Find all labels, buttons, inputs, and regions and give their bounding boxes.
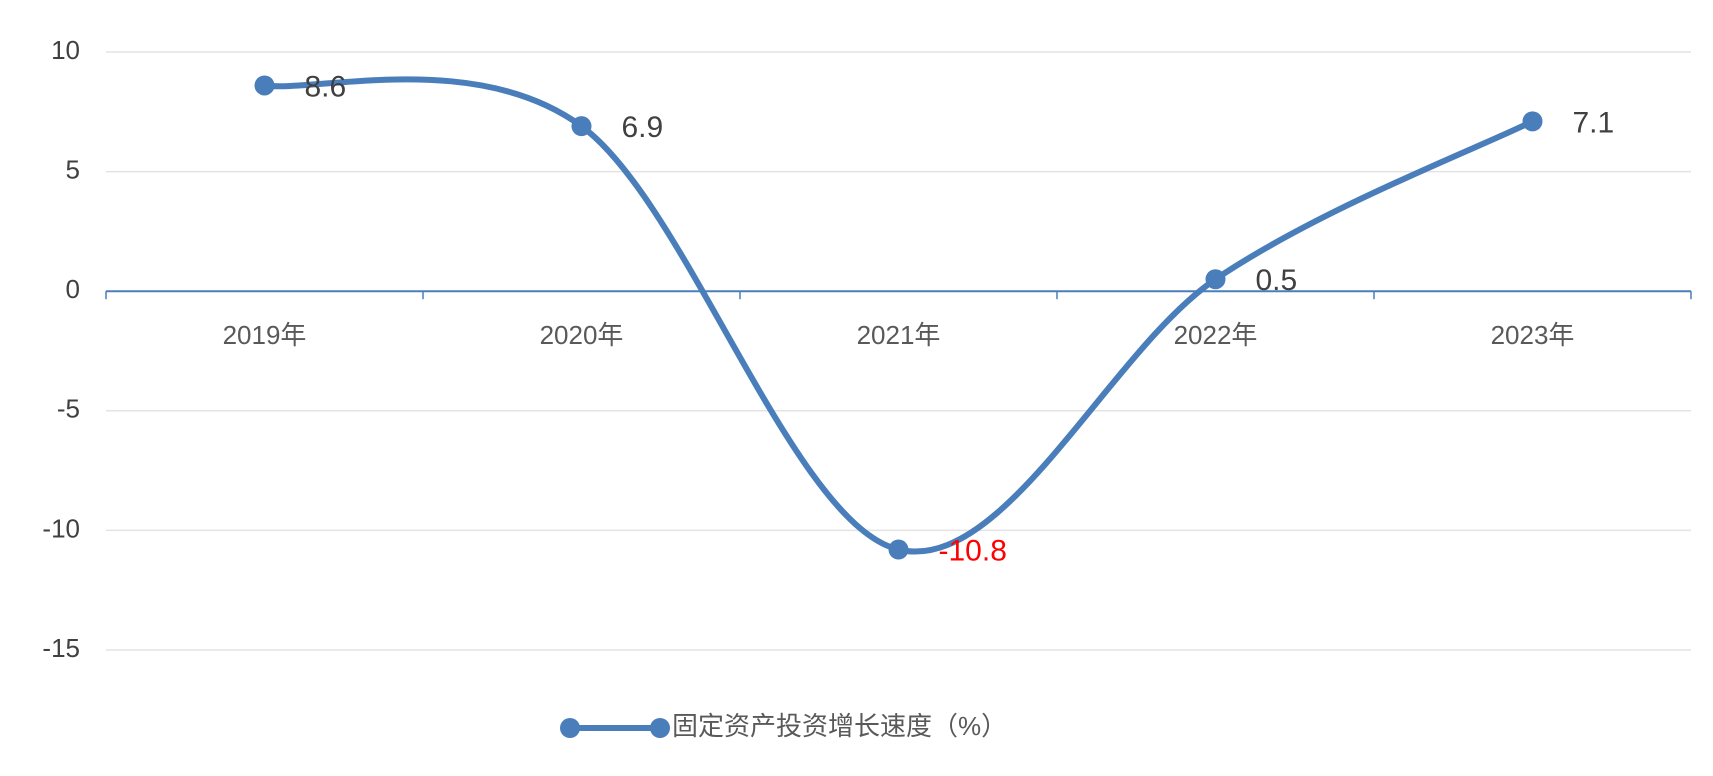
value-label: 8.6 [305,70,347,103]
value-label: 0.5 [1256,264,1298,297]
value-label: 7.1 [1573,106,1615,139]
x-tick-label: 2020年 [540,320,624,350]
marker [1522,111,1543,132]
legend-marker [650,718,670,738]
x-tick-label: 2021年 [857,320,941,350]
marker [254,75,275,96]
x-tick-label: 2023年 [1491,320,1575,350]
legend-label: 固定资产投资增长速度（%） [672,711,1007,741]
marker [571,116,592,137]
y-tick-label: 5 [66,154,80,184]
value-label: -10.8 [939,534,1007,567]
y-tick-label: -15 [42,633,80,663]
y-tick-label: 10 [51,35,80,65]
legend-marker [560,718,580,738]
y-tick-label: 0 [66,274,80,304]
value-label: 6.9 [622,111,664,144]
x-tick-label: 2019年 [223,320,307,350]
marker [888,539,909,560]
x-tick-label: 2022年 [1174,320,1258,350]
marker [1205,269,1226,290]
y-tick-label: -5 [57,394,80,424]
y-tick-label: -10 [42,513,80,543]
